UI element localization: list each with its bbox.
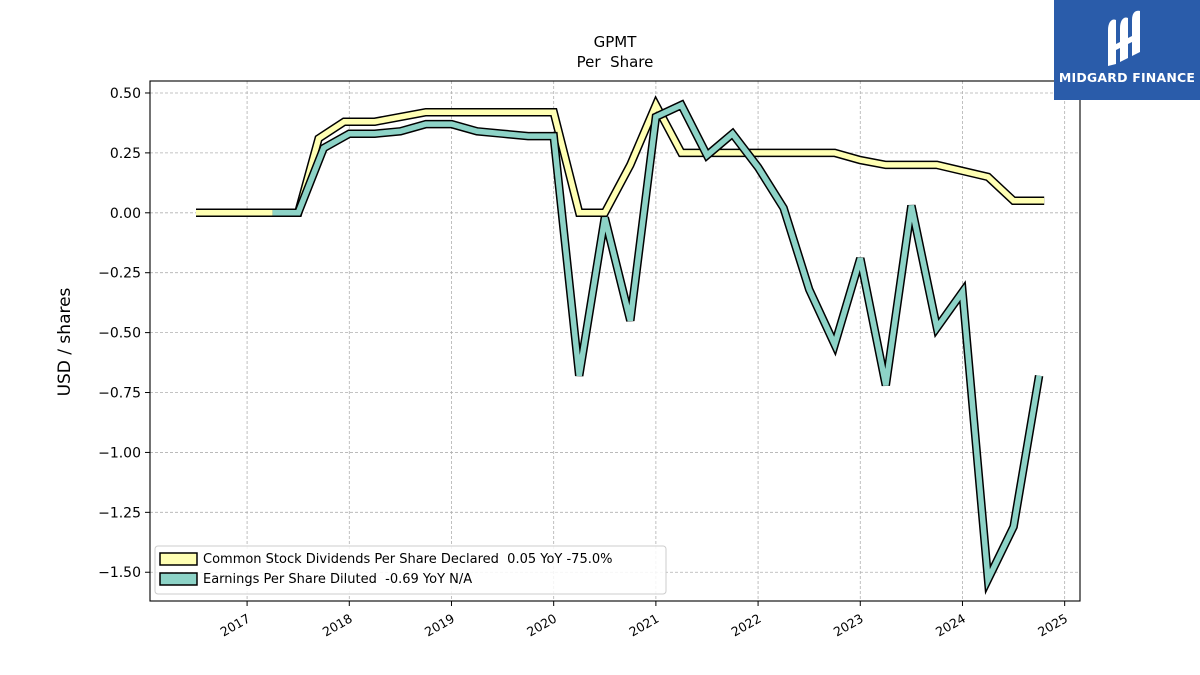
y-tick-label: 0.25 — [110, 146, 141, 162]
series-lines — [196, 95, 1045, 596]
y-tick-label: −1.50 — [98, 565, 141, 581]
x-tick-label: 2020 — [524, 611, 559, 640]
legend-label-dividends: Common Stock Dividends Per Share Declare… — [203, 552, 612, 567]
x-tick-label: 2019 — [422, 611, 457, 640]
series-line-eps — [272, 101, 1042, 590]
y-tick-label: −0.75 — [98, 386, 141, 402]
chart-subtitle: Per Share — [577, 53, 654, 71]
legend-swatch-dividends — [159, 552, 198, 566]
x-tick-label: 2022 — [729, 611, 764, 640]
x-tick-label: 2021 — [626, 611, 661, 640]
y-axis-label: USD / shares — [55, 287, 75, 396]
y-tick-label: −1.00 — [98, 445, 141, 461]
y-tick-label: −1.25 — [98, 505, 141, 521]
y-tick-label: −0.25 — [98, 266, 141, 282]
legend-label-eps: Earnings Per Share Diluted -0.69 YoY N/A — [203, 572, 472, 587]
legend-frame — [154, 545, 667, 595]
plot-frame — [149, 80, 1081, 602]
y-tick-label: −0.50 — [98, 326, 141, 342]
brand-logo: MIDGARD FINANCE — [1054, 0, 1200, 100]
x-tick-label: 2017 — [218, 611, 253, 640]
series-line-dividends — [196, 98, 1045, 216]
midgard-logo-icon — [1108, 10, 1140, 66]
chart-title: GPMT — [594, 33, 638, 51]
x-tick-label: 2025 — [1035, 611, 1070, 640]
x-tick-label: 2024 — [933, 611, 968, 640]
y-tick-label: 0.00 — [110, 206, 141, 222]
brand-name: MIDGARD FINANCE — [1058, 70, 1196, 85]
grid — [150, 81, 1080, 601]
legend-swatch-eps — [159, 572, 198, 586]
legend: Common Stock Dividends Per Share Declare… — [154, 545, 667, 595]
x-tick-label: 2023 — [831, 611, 866, 640]
x-tick-label: 2018 — [320, 611, 355, 640]
y-tick-label: 0.50 — [110, 86, 141, 102]
